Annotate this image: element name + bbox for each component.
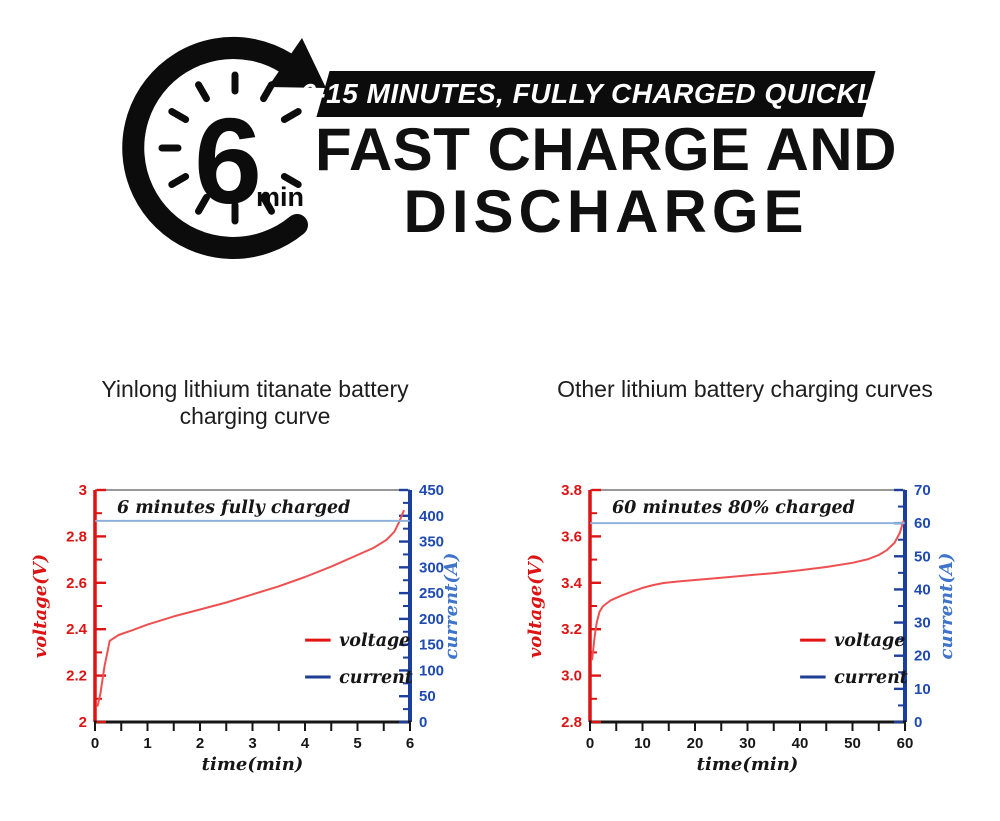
x-tick-label: 40 — [792, 735, 809, 752]
current-tick-label: 250 — [419, 585, 444, 602]
voltage-tick-label: 3 — [79, 482, 87, 499]
clock-6min-icon: 6 min — [122, 36, 326, 259]
x-tick-label: 2 — [196, 735, 204, 752]
x-tick-label: 30 — [739, 735, 756, 752]
page-title-line1: FAST CHARGE AND — [315, 116, 897, 183]
x-tick-label: 0 — [91, 735, 99, 752]
clock-tick — [168, 108, 190, 123]
right-axis-title: current(A) — [441, 553, 462, 660]
x-tick-label: 4 — [301, 735, 310, 752]
x-tick-label: 6 — [406, 735, 414, 752]
clock-number: 6 — [194, 93, 262, 229]
current-tick-label: 400 — [419, 508, 444, 525]
chart-title-right: Other lithium battery charging curves — [557, 376, 933, 402]
voltage-tick-label: 2 — [79, 714, 87, 731]
clock-tick — [280, 108, 302, 123]
annotation: 60 minutes 80% charged — [612, 498, 855, 518]
x-tick-label: 3 — [248, 735, 256, 752]
voltage-tick-label: 3.4 — [561, 575, 583, 592]
current-tick-label: 350 — [419, 534, 444, 551]
x-axis-title: time(min) — [202, 754, 304, 775]
x-tick-label: 5 — [353, 735, 361, 752]
clock-tick — [195, 81, 210, 103]
legend-label-current: current — [339, 668, 413, 688]
current-tick-label: 50 — [914, 548, 931, 565]
x-tick-label: 20 — [687, 735, 704, 752]
clock-tick — [260, 193, 275, 215]
legend-label-voltage: voltage — [834, 631, 905, 651]
current-tick-label: 0 — [914, 714, 922, 731]
banner-text: 6-15 MINUTES, FULLY CHARGED QUICKLY — [300, 78, 892, 109]
clock-tick — [195, 193, 210, 215]
annotation: 6 minutes fully charged — [117, 498, 350, 518]
voltage-tick-label: 2.2 — [66, 668, 87, 685]
clock-arc — [122, 36, 308, 259]
right-axis-title: current(A) — [936, 553, 957, 660]
current-tick-label: 40 — [914, 581, 931, 598]
curve-voltage — [96, 509, 405, 707]
current-tick-label: 200 — [419, 611, 444, 628]
voltage-tick-label: 3.8 — [561, 482, 582, 499]
voltage-tick-label: 2.4 — [66, 621, 88, 638]
voltage-tick-label: 3.0 — [561, 668, 582, 685]
legend-label-voltage: voltage — [339, 631, 410, 651]
current-tick-label: 70 — [914, 482, 931, 499]
chart-yinlong-charging-curve: 0 1 2 3 4 5 6 2 2.2 2.4 2.6 2.8 3 0 50 100 150 200 250 300 3… — [30, 482, 462, 775]
clock-tick — [260, 81, 275, 103]
x-tick-label: 10 — [634, 735, 651, 752]
voltage-tick-label: 2.8 — [66, 528, 87, 545]
x-tick-label: 1 — [143, 735, 151, 752]
banner-ribbon: 6-15 MINUTES, FULLY CHARGED QUICKLY — [300, 71, 892, 117]
x-tick-label: 60 — [897, 735, 914, 752]
current-tick-label: 450 — [419, 482, 444, 499]
chart-other-lithium-charging-curve: 0 10 20 30 40 50 60 2.8 3.0 3.2 3.4 3.6 3.8 0 10 20 30 40… — [525, 482, 957, 775]
clock-unit-label: min — [256, 182, 304, 212]
voltage-tick-label: 2.8 — [561, 714, 582, 731]
current-tick-label: 20 — [914, 648, 931, 665]
clock-tick — [280, 173, 302, 188]
current-tick-label: 60 — [914, 515, 931, 532]
x-tick-label: 50 — [844, 735, 861, 752]
clock-tick — [168, 173, 190, 188]
voltage-tick-label: 2.6 — [66, 575, 87, 592]
clock-arrowhead-icon — [268, 38, 326, 88]
left-axis-title: voltage(V) — [30, 554, 51, 658]
legend-label-current: current — [834, 668, 908, 688]
current-tick-label: 30 — [914, 615, 931, 632]
current-tick-label: 150 — [419, 637, 444, 654]
curve-voltage — [591, 520, 905, 661]
voltage-tick-label: 3.2 — [561, 621, 582, 638]
clock-ticks — [158, 71, 302, 225]
x-tick-label: 0 — [586, 735, 594, 752]
chart-title-left: Yinlong lithium titanate battery chargin… — [101, 376, 409, 429]
current-tick-label: 0 — [419, 714, 427, 731]
left-axis-title: voltage(V) — [525, 554, 546, 658]
current-tick-label: 100 — [419, 662, 444, 679]
voltage-tick-label: 3.6 — [561, 528, 582, 545]
current-tick-label: 300 — [419, 559, 444, 576]
current-tick-label: 10 — [914, 681, 931, 698]
current-tick-label: 50 — [419, 688, 436, 705]
page-title: FAST CHARGE AND DISCHARGE — [310, 119, 902, 243]
page-title-line2: DISCHARGE — [403, 178, 809, 245]
x-axis-title: time(min) — [697, 754, 799, 775]
